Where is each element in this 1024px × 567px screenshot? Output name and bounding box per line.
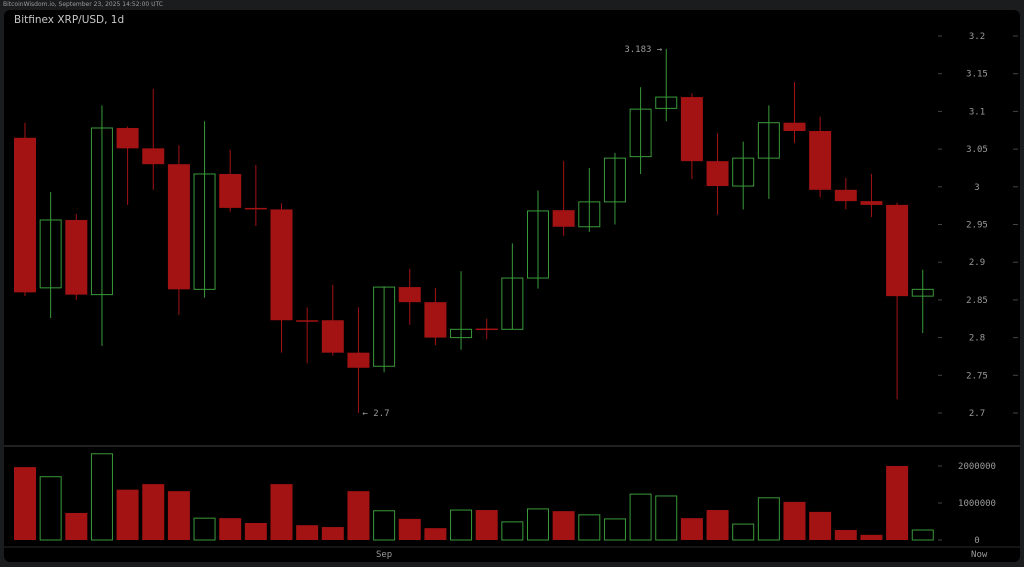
volume-bar-up [501,521,524,541]
candle-body-down [424,302,447,338]
volume-bar-down [424,528,447,540]
volume-tick-label: 2000000 [958,462,996,472]
volume-bar-up [450,509,473,541]
candle-body-up [732,157,755,187]
candle-body-up [90,127,113,296]
candle-body-up [911,288,934,297]
candle-body-down [398,287,421,303]
volume-bar-down [142,484,165,540]
volume-bar-down [270,484,293,540]
candle-body-up [603,157,626,203]
volume-bar-down [398,518,421,540]
candle-body-down [886,204,909,297]
volume-bar-up [655,495,678,541]
candle-body-down [142,148,165,165]
candle-body-down [296,320,319,322]
y-tick-label: 3 [974,183,979,193]
candle-body-up [578,201,601,228]
y-tick-label: 2.7 [969,409,985,419]
source-timestamp: BitcoinWisdom.io, September 23, 2025 14:… [3,1,163,8]
volume-tick-label: 0 [974,536,979,546]
volume-bar-down [219,518,242,540]
volume-bar-down [65,512,88,540]
candle-body-up [527,210,549,279]
chart-title: Bitfinex XRP/USD, 1d [14,14,125,26]
volume-bar-up [911,529,934,541]
y-tick-label: 3.05 [966,145,988,155]
volume-bar-down [834,530,857,540]
volume-tick-label: 1000000 [958,499,996,509]
volume-bar-up [629,493,652,541]
volume-bar-down [14,467,36,540]
volume-bar-up [603,518,626,541]
volume-bar-down [680,518,703,540]
candle-body-down [706,161,729,187]
candle-body-up [629,108,652,158]
candle-body-down [219,173,242,208]
y-tick-label: 3.2 [969,32,985,42]
x-axis-label: Sep [376,550,392,560]
volume-bar-up [578,514,601,541]
x-axis-label: Now [971,550,988,560]
candle-body-down [809,131,832,190]
volume-bar-down [809,511,832,540]
candle-body-down [680,97,703,162]
candle-body-down [270,209,293,321]
volume-bar-down [783,501,806,540]
candle-body-down [552,210,575,227]
candle-body-up [193,173,216,290]
volume-bar-down [552,511,575,540]
candle-body-down [860,201,883,205]
y-tick-label: 2.75 [966,371,988,381]
y-tick-label: 3.15 [966,70,988,80]
candle-body-down [116,127,139,149]
candle-body-up [39,219,62,289]
volume-bar-up [90,453,113,541]
volume-bar-down [347,491,370,540]
y-tick-label: 2.95 [966,221,988,231]
candle-body-up [501,277,524,330]
candle-body-up [373,286,396,367]
high-price-annotation: 3.183 → [624,45,663,55]
volume-bar-up [193,517,216,541]
volume-bar-down [475,510,498,540]
volume-bar-up [39,476,62,541]
y-tick-label: 2.8 [969,334,985,344]
candle-body-down [65,219,88,295]
volume-bar-down [886,466,909,540]
volume-bar-up [527,508,549,541]
volume-bar-down [244,522,267,540]
volume-bar-down [321,527,344,540]
candle-body-down [783,122,806,132]
candle-body-up [450,328,473,339]
candle-body-down [834,189,857,202]
volume-bar-down [296,525,319,540]
volume-bar-down [706,510,729,540]
volume-bar-up [757,497,780,541]
volume-bar-down [116,489,139,540]
candle-body-down [475,328,498,331]
candle-body-down [14,137,36,293]
candle-body-up [757,122,780,159]
candle-body-up [655,96,678,109]
y-tick-label: 2.85 [966,296,988,306]
volume-bar-down [860,534,883,540]
candle-body-down [244,207,267,210]
y-tick-label: 2.9 [969,258,985,268]
candle-body-down [321,320,344,353]
volume-bar-up [732,523,755,541]
volume-bar-down [167,491,190,540]
candle-body-down [347,352,370,368]
low-price-annotation: ← 2.7 [362,409,389,419]
candle-body-down [167,164,190,290]
volume-bar-up [373,510,396,541]
y-tick-label: 3.1 [969,107,985,117]
